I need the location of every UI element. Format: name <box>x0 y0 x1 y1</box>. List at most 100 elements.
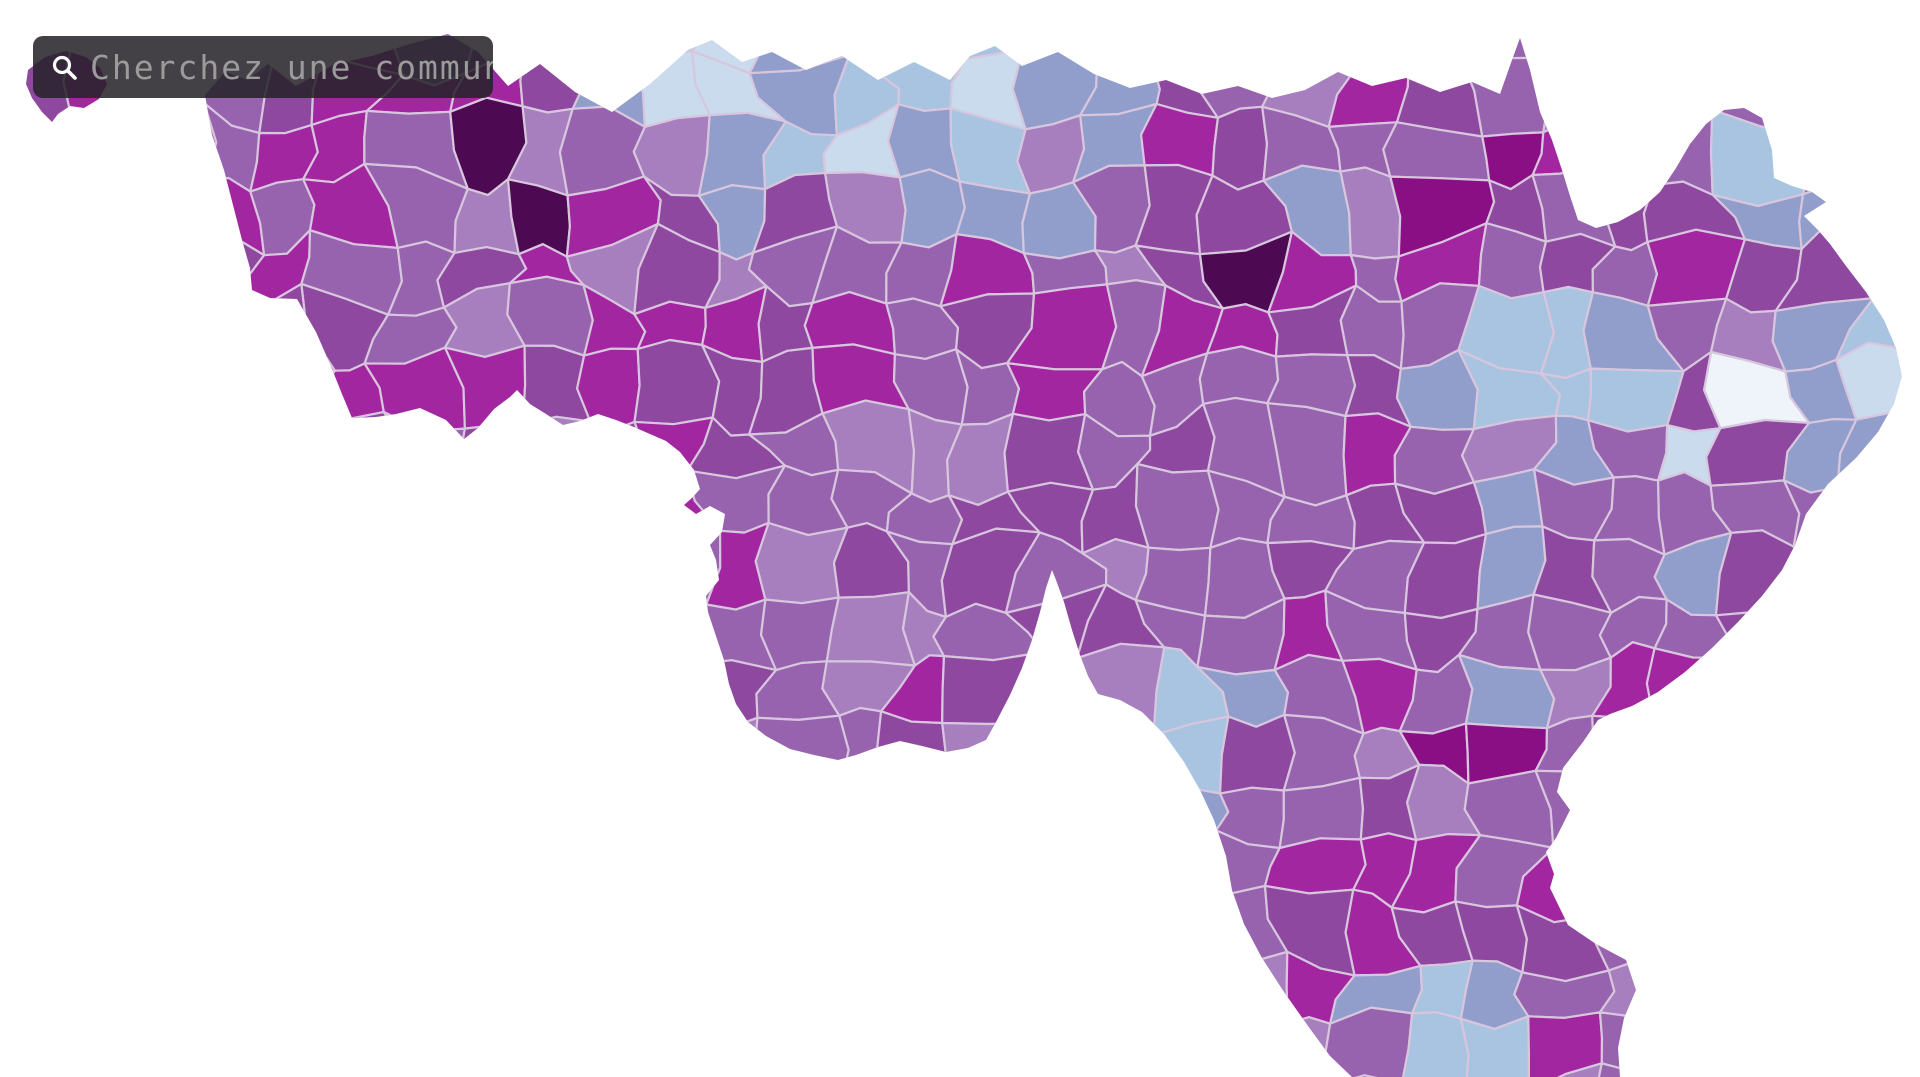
commune-cell[interactable] <box>1771 0 1871 71</box>
commune-cell[interactable] <box>187 471 279 553</box>
commune-cell[interactable] <box>1646 768 1731 849</box>
commune-cell[interactable] <box>1589 0 1678 84</box>
commune-cell[interactable] <box>1580 69 1659 138</box>
commune-cell[interactable] <box>50 111 129 195</box>
commune-cell[interactable] <box>1791 539 1863 614</box>
commune-cell[interactable] <box>1275 0 1362 64</box>
commune-cell[interactable] <box>390 1063 451 1077</box>
commune-cell[interactable] <box>0 540 75 616</box>
commune-cell[interactable] <box>0 412 77 486</box>
commune-cell[interactable] <box>1591 714 1659 786</box>
commune-cell[interactable] <box>1905 831 1920 913</box>
commune-cell[interactable] <box>182 782 279 844</box>
commune-cell[interactable] <box>0 649 74 716</box>
commune-cell[interactable] <box>1029 643 1079 736</box>
commune-cell[interactable] <box>1707 944 1788 1026</box>
commune-cell[interactable] <box>493 767 593 857</box>
commune-cell[interactable] <box>105 1067 202 1077</box>
commune-cell[interactable] <box>1910 767 1920 844</box>
commune-cell[interactable] <box>493 836 593 907</box>
commune-cell[interactable] <box>1836 470 1906 542</box>
commune-cell[interactable] <box>837 1071 902 1077</box>
commune-cell[interactable] <box>1905 892 1920 964</box>
commune-cell[interactable] <box>435 596 531 675</box>
commune-cell[interactable] <box>952 1004 1023 1077</box>
commune-cell[interactable] <box>825 838 887 916</box>
commune-cell[interactable] <box>756 901 843 975</box>
commune-cell[interactable] <box>0 464 77 560</box>
commune-cell[interactable] <box>1906 0 1920 48</box>
commune-cell[interactable] <box>303 642 384 736</box>
commune-cell[interactable] <box>3 769 57 848</box>
commune-cell[interactable] <box>236 595 335 671</box>
commune-cell[interactable] <box>1905 476 1920 549</box>
commune-cell[interactable] <box>1901 718 1920 780</box>
commune-cell[interactable] <box>124 369 209 426</box>
commune-cell[interactable] <box>1724 651 1810 725</box>
commune-cell[interactable] <box>1905 529 1920 601</box>
commune-cell[interactable] <box>1400 1011 1470 1077</box>
commune-cell[interactable] <box>753 714 850 786</box>
commune-cell[interactable] <box>876 0 974 74</box>
commune-cell[interactable] <box>300 779 398 843</box>
commune-cell[interactable] <box>1726 0 1805 60</box>
commune-cell[interactable] <box>1327 50 1411 128</box>
commune-cell[interactable] <box>262 775 335 834</box>
commune-cell[interactable] <box>174 1027 272 1077</box>
commune-cell[interactable] <box>1074 1072 1169 1077</box>
commune-cell[interactable] <box>433 493 531 555</box>
commune-cell[interactable] <box>243 946 333 1038</box>
commune-cell[interactable] <box>1648 952 1744 1026</box>
commune-cell[interactable] <box>630 652 696 736</box>
commune-cell[interactable] <box>366 642 463 719</box>
commune-cell[interactable] <box>1846 42 1915 131</box>
commune-cell[interactable] <box>964 0 1036 61</box>
commune-cell[interactable] <box>1836 776 1918 837</box>
commune-cell[interactable] <box>437 1010 524 1077</box>
commune-cell[interactable] <box>1915 178 1920 227</box>
commune-cell[interactable] <box>1061 642 1166 743</box>
commune-cell[interactable] <box>876 831 975 918</box>
commune-cell[interactable] <box>133 522 203 593</box>
commune-cell[interactable] <box>766 1062 844 1077</box>
commune-cell[interactable] <box>114 229 209 308</box>
commune-cell[interactable] <box>515 658 596 735</box>
commune-cell[interactable] <box>66 366 139 419</box>
commune-cell[interactable] <box>506 415 596 496</box>
commune-cell[interactable] <box>200 590 261 671</box>
commune-cell[interactable] <box>125 656 213 734</box>
commune-cell[interactable] <box>0 364 75 426</box>
commune-cell[interactable] <box>66 406 132 487</box>
commune-cell[interactable] <box>1136 959 1235 1021</box>
commune-cell[interactable] <box>311 464 398 549</box>
commune-cell[interactable] <box>1847 1072 1920 1077</box>
commune-cell[interactable] <box>124 406 221 491</box>
commune-cell[interactable] <box>1835 341 1920 424</box>
commune-cell[interactable] <box>1075 892 1159 978</box>
commune-cell[interactable] <box>1733 1016 1795 1077</box>
commune-cell[interactable] <box>445 707 529 796</box>
commune-cell[interactable] <box>694 948 783 1033</box>
commune-cell[interactable] <box>1899 295 1920 352</box>
commune-cell[interactable] <box>555 522 657 611</box>
commune-cell[interactable] <box>377 705 460 788</box>
commune-cell[interactable] <box>520 601 597 675</box>
commune-cell[interactable] <box>458 901 524 976</box>
commune-cell[interactable] <box>1454 0 1557 60</box>
commune-cell[interactable] <box>951 892 1036 958</box>
commune-cell[interactable] <box>1836 889 1916 949</box>
commune-cell[interactable] <box>126 1020 200 1077</box>
commune-cell[interactable] <box>959 776 1026 858</box>
commune-cell[interactable] <box>56 1013 131 1077</box>
commune-cell[interactable] <box>1540 0 1618 72</box>
commune-cell[interactable] <box>47 585 140 674</box>
commune-cell[interactable] <box>206 423 276 488</box>
commune-cell[interactable] <box>1841 661 1914 729</box>
commune-cell[interactable] <box>239 714 310 785</box>
commune-cell[interactable] <box>951 948 1035 1020</box>
commune-cell[interactable] <box>910 955 961 1017</box>
commune-cell[interactable] <box>588 420 654 488</box>
commune-cell[interactable] <box>1069 732 1173 784</box>
commune-cell[interactable] <box>70 464 140 543</box>
commune-cell[interactable] <box>1707 883 1788 958</box>
